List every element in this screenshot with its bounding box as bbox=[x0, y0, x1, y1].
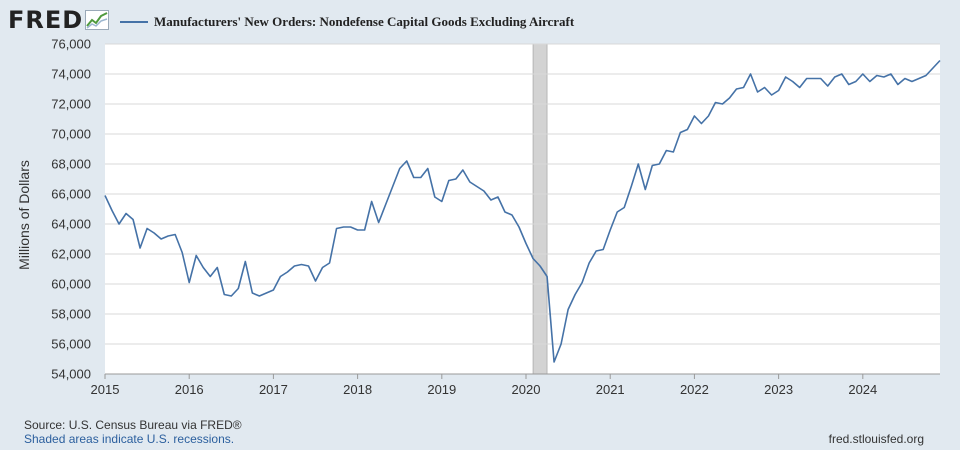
y-tick-label: 68,000 bbox=[51, 157, 91, 172]
recession-band bbox=[532, 43, 548, 375]
x-tick-label: 2016 bbox=[175, 382, 204, 397]
fred-wordmark: FRED bbox=[8, 6, 84, 34]
plot-background bbox=[105, 44, 940, 374]
x-tick-label: 2019 bbox=[427, 382, 456, 397]
y-tick-label: 56,000 bbox=[51, 337, 91, 352]
x-tick-label: 2020 bbox=[512, 382, 541, 397]
x-tick-label: 2022 bbox=[680, 382, 709, 397]
y-tick-label: 58,000 bbox=[51, 307, 91, 322]
series-line[interactable] bbox=[104, 59, 941, 363]
y-axis-ticks: 54,000 56,000 58,000 60,000 62,000 64,000 66,0… bbox=[51, 37, 91, 382]
recession-shading bbox=[532, 43, 548, 375]
x-tick-label: 2015 bbox=[91, 382, 120, 397]
chart-area[interactable]: 54,000 56,000 58,000 60,000 62,000 64,000 66,0… bbox=[0, 0, 960, 410]
x-tick-label: 2018 bbox=[343, 382, 372, 397]
site-url[interactable]: fred.stlouisfed.org bbox=[828, 432, 924, 446]
x-tick-label: 2017 bbox=[259, 382, 288, 397]
line-chart-logo-icon bbox=[85, 10, 110, 30]
y-tick-label: 74,000 bbox=[51, 67, 91, 82]
x-tick-label: 2024 bbox=[848, 382, 877, 397]
y-tick-label: 54,000 bbox=[51, 367, 91, 382]
chart-legend: Manufacturers' New Orders: Nondefense Ca… bbox=[120, 14, 574, 30]
y-tick-label: 72,000 bbox=[51, 97, 91, 112]
fred-logo[interactable]: FRED bbox=[8, 6, 110, 34]
y-tick-label: 64,000 bbox=[51, 217, 91, 232]
y-tick-label: 70,000 bbox=[51, 127, 91, 142]
y-tick-label: 66,000 bbox=[51, 187, 91, 202]
legend-swatch bbox=[120, 21, 148, 23]
y-axis-label: Millions of Dollars bbox=[16, 160, 32, 270]
source-note: Source: U.S. Census Bureau via FRED® bbox=[24, 418, 242, 432]
recession-note: Shaded areas indicate U.S. recessions. bbox=[24, 432, 235, 446]
x-tick-label: 2023 bbox=[764, 382, 793, 397]
y-tick-label: 62,000 bbox=[51, 247, 91, 262]
legend-series-label: Manufacturers' New Orders: Nondefense Ca… bbox=[154, 14, 575, 29]
x-axis-ticks: 2015 2016 2017 2018 2019 2020 2021 2022 2023 2024 bbox=[91, 373, 940, 397]
y-tick-label: 76,000 bbox=[51, 37, 91, 52]
x-tick-label: 2021 bbox=[596, 382, 625, 397]
y-tick-label: 60,000 bbox=[51, 277, 91, 292]
